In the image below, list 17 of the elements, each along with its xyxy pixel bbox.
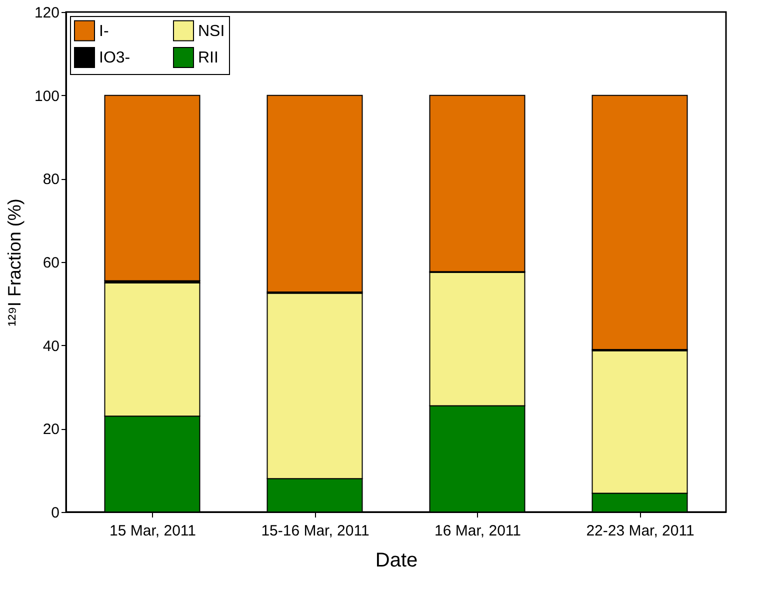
x-tick-label: 22-23 Mar, 2011 [586,522,694,540]
x-tick-label: 15-16 Mar, 2011 [261,522,370,540]
legend-label: I- [99,22,109,40]
y-axis-title: ¹²⁹I Fraction (%) [4,198,24,326]
y-tick-label: 40 [42,338,60,355]
x-axis-title: Date [375,550,418,572]
y-tick-label: 20 [42,421,60,438]
legend-label: NSI [198,22,225,40]
legend-label: RII [198,50,218,66]
y-tick-label: 0 [51,504,60,522]
y-tick-label: 120 [34,4,60,22]
y-tick-label: 80 [42,171,60,188]
x-tick-label: 15 Mar, 2011 [110,522,196,540]
legend-label: IO3- [99,50,130,66]
y-tick-label: 100 [34,88,60,105]
y-tick-label: 60 [42,254,60,272]
x-tick-label: 16 Mar, 2011 [434,522,521,540]
